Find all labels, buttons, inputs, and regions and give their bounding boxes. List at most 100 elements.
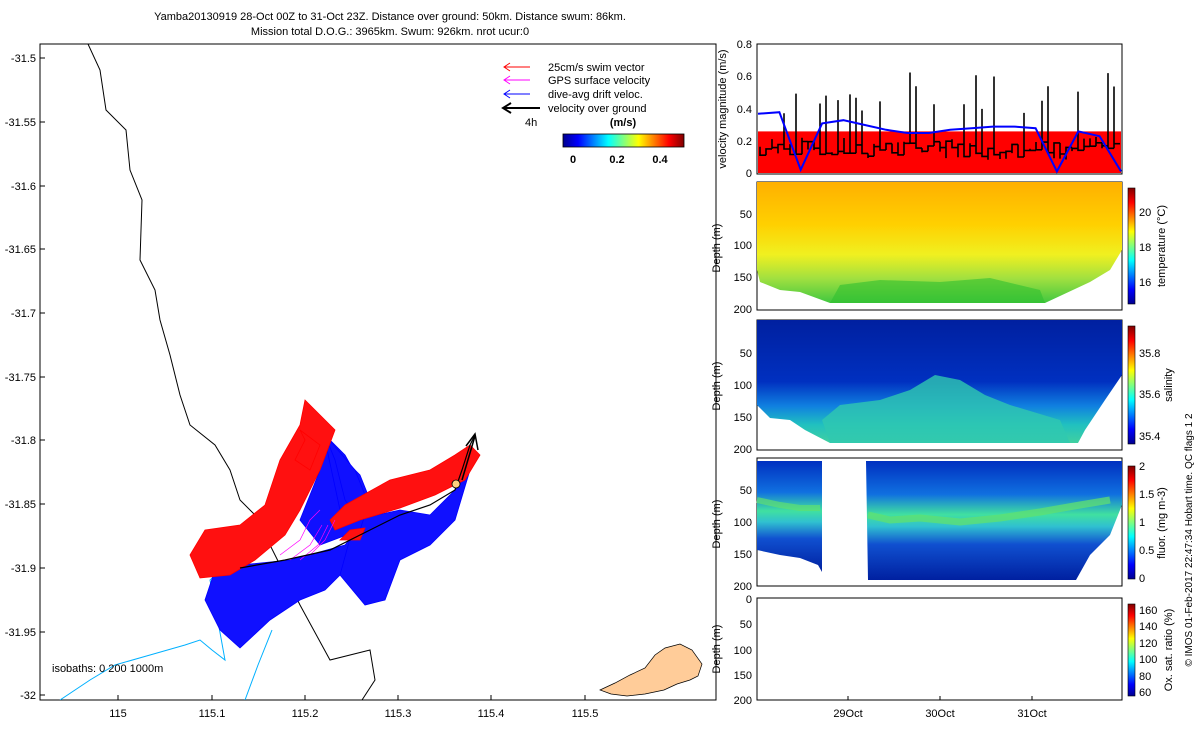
velocity-over-ground-trace <box>759 72 1120 160</box>
colorbar-tick: 60 <box>1139 687 1151 699</box>
series-line <box>757 111 1122 174</box>
depth-ytick: 50 <box>740 485 752 497</box>
colorbar-tick: 35.4 <box>1139 431 1160 443</box>
vog-arrow <box>461 435 476 481</box>
depth-ytick: 200 <box>734 304 752 316</box>
lon-tick-label: 115 <box>109 708 127 720</box>
isobath-200m-tail <box>244 629 273 700</box>
velocity-ytick: 0.6 <box>737 71 752 83</box>
depth-ytick: 150 <box>734 412 752 424</box>
colorbar <box>1127 465 1136 580</box>
map-colorbar-tick-1: 0.2 <box>609 154 624 166</box>
colorbar <box>1127 325 1136 445</box>
colorbar-label: fluor. (mg m-3) <box>1156 487 1168 559</box>
vog-arrow-head <box>465 432 479 451</box>
colorbar-label: Ox. sat. ratio (%) <box>1163 609 1175 692</box>
colorbar-tick: 1.5 <box>1139 489 1154 501</box>
time-xtick: 30Oct <box>925 708 954 720</box>
temperature-panel: 50 100 150 200 16 18 20 Depth (m) temper… <box>711 181 1168 316</box>
salinity-high-core <box>822 375 1070 443</box>
legend-gps-velocity: GPS surface velocity <box>548 75 651 87</box>
legend-time-scale: 4h <box>525 117 537 129</box>
lon-tick-label: 115.2 <box>292 708 319 720</box>
credit-text: © IMOS 01-Feb-2017 22:47:34 Hobart time.… <box>1184 413 1195 666</box>
fluorescence-panel: 50 100 150 200 0 0.5 1 1.5 2 Depth (m) f… <box>711 457 1168 593</box>
lat-tick-label: -31.6 <box>11 181 36 193</box>
legend-swim-vector: 25cm/s swim vector <box>548 62 645 74</box>
map-colorbar-title: (m/s) <box>610 117 637 129</box>
depth-ytick: 50 <box>740 209 752 221</box>
colorbar-label: salinity <box>1163 368 1175 402</box>
velocity-ytick: 0 <box>746 168 752 180</box>
depth-ytick: 200 <box>734 581 752 593</box>
depth-ytick: 150 <box>734 670 752 682</box>
depth-ytick: 150 <box>734 272 752 284</box>
lon-tick-label: 115.1 <box>199 708 226 720</box>
velocity-ytick: 0.8 <box>737 39 752 51</box>
lon-tick-label: 115.3 <box>385 708 412 720</box>
lon-axis: 115 115.1 115.2 115.3 115.4 115.5 <box>109 695 598 720</box>
colorbar-tick: 80 <box>1139 671 1151 683</box>
depth-ytick: 0 <box>746 594 752 606</box>
colorbar-tick: 0.5 <box>1139 545 1154 557</box>
lat-tick-label: -31.7 <box>11 308 36 320</box>
current-position-marker <box>451 479 461 489</box>
depth-ytick: 200 <box>734 444 752 456</box>
colorbar-tick: 120 <box>1139 638 1157 650</box>
map-colorbar-tick-0: 0 <box>570 154 576 166</box>
time-xtick: 31Oct <box>1017 708 1046 720</box>
depth-ylabel: Depth (m) <box>711 362 723 411</box>
colorbar-tick: 0 <box>1139 573 1145 585</box>
isobaths-label: isobaths: 0 200 1000m <box>52 663 163 675</box>
lat-tick-label: -31.65 <box>5 244 36 256</box>
lat-tick-label: -31.95 <box>5 627 36 639</box>
colorbar-tick: 20 <box>1139 207 1151 219</box>
chlorophyll-max-layer <box>867 496 1111 526</box>
velocity-ylabel: velocity magnitude (m/s) <box>717 49 729 168</box>
velocity-over-ground-bars <box>759 72 1120 160</box>
chlorophyll-max-layer-a <box>756 497 820 511</box>
map-panel: 25cm/s swim vector GPS surface velocity … <box>5 43 717 720</box>
depth-ytick: 100 <box>734 645 752 657</box>
colorbar-tick: 18 <box>1139 242 1151 254</box>
depth-ytick: 200 <box>734 695 752 707</box>
header-subtitle: Mission total D.O.G.: 3965km. Swum: 926k… <box>251 26 529 38</box>
lat-tick-label: -31.8 <box>11 435 36 447</box>
lat-tick-label: -31.9 <box>11 563 36 575</box>
lon-tick-label: 115.4 <box>478 708 505 720</box>
map-colorbar: (m/s) 0 0.2 0.4 <box>562 117 685 166</box>
colorbar-tick: 160 <box>1139 605 1157 617</box>
colorbar-tick: 35.8 <box>1139 348 1160 360</box>
fluorescence-field-a <box>757 461 822 572</box>
lat-tick-label: -31.5 <box>11 53 36 65</box>
colorbar <box>1127 187 1136 305</box>
depth-ytick: 100 <box>734 517 752 529</box>
depth-ylabel: Depth (m) <box>711 224 723 273</box>
lon-tick-label: 115.5 <box>572 708 599 720</box>
lat-tick-label: -31.85 <box>5 499 36 511</box>
track-line <box>239 434 476 569</box>
header-title: Yamba20130919 28-Oct 00Z to 31-Oct 23Z. … <box>154 11 626 23</box>
depth-ylabel: Depth (m) <box>711 625 723 674</box>
coastline-0m <box>87 44 376 700</box>
depth-ytick: 50 <box>740 348 752 360</box>
lat-tick-label: -31.75 <box>5 372 36 384</box>
time-xtick: 29Oct <box>833 708 862 720</box>
lat-tick-label: -31.55 <box>5 117 36 129</box>
colorbar <box>1127 603 1136 697</box>
velocity-ytick: 0.4 <box>737 104 752 116</box>
temperature-green-core <box>830 278 1045 303</box>
depth-ytick: 100 <box>734 240 752 252</box>
depth-ytick: 150 <box>734 549 752 561</box>
colorbar-tick: 1 <box>1139 517 1145 529</box>
velocity-panel: 0 0.2 0.4 0.6 0.8 velocity magnitude (m/… <box>717 39 1123 180</box>
colorbar-tick: 35.6 <box>1139 389 1160 401</box>
colorbar-tick: 140 <box>1139 621 1157 633</box>
colorbar-tick: 100 <box>1139 654 1157 666</box>
map-legend: 25cm/s swim vector GPS surface velocity … <box>501 62 651 129</box>
legend-drift-velocity: dive-avg drift veloc. <box>548 89 643 101</box>
depth-ylabel: Depth (m) <box>711 500 723 549</box>
swim-vectors <box>189 399 481 579</box>
colorbar-label: temperature (°C) <box>1156 205 1168 287</box>
